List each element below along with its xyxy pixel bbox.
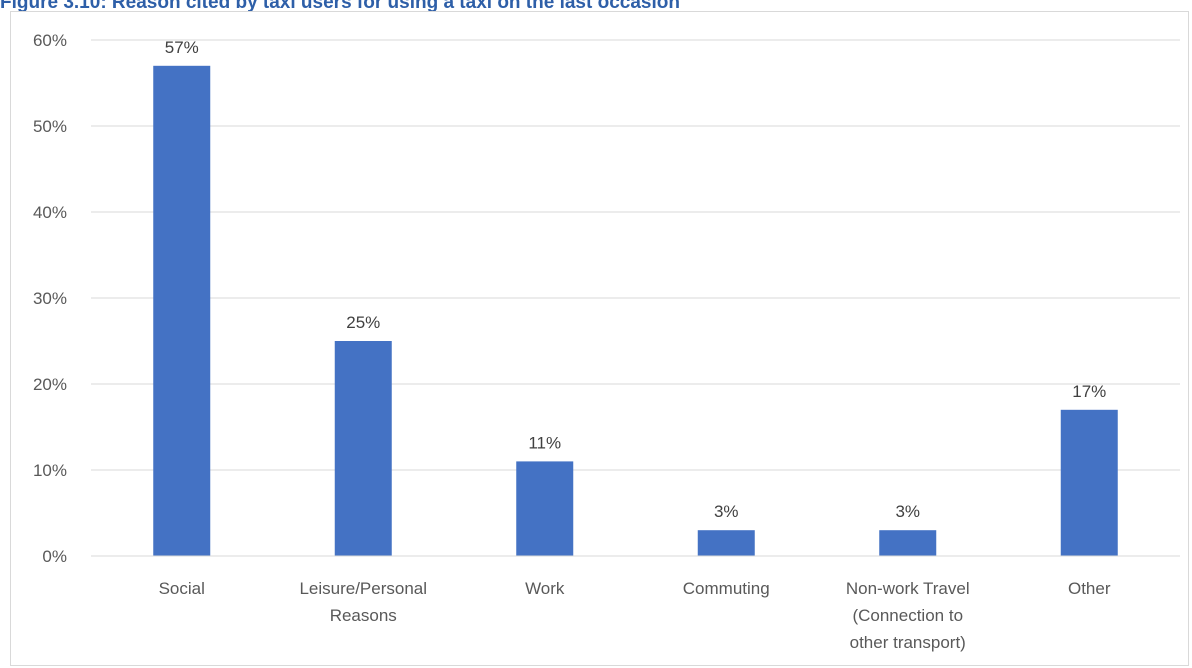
y-tick-label: 10% bbox=[33, 461, 67, 480]
data-label: 57% bbox=[165, 38, 199, 57]
y-tick-label: 0% bbox=[42, 547, 67, 566]
data-label: 17% bbox=[1072, 382, 1106, 401]
y-tick-label: 40% bbox=[33, 203, 67, 222]
bar bbox=[697, 530, 755, 556]
chart-frame bbox=[10, 11, 1189, 666]
y-tick-label: 20% bbox=[33, 375, 67, 394]
x-tick-label: Non-work Travel bbox=[846, 579, 970, 598]
data-label: 11% bbox=[528, 433, 561, 452]
bar bbox=[516, 461, 574, 556]
data-label: 25% bbox=[346, 313, 380, 332]
figure-title: Figure 3.10: Reason cited by taxi users … bbox=[0, 0, 680, 13]
x-tick-label: Social bbox=[159, 579, 205, 598]
bar bbox=[879, 530, 937, 556]
y-tick-label: 60% bbox=[33, 31, 67, 50]
y-tick-label: 50% bbox=[33, 117, 67, 136]
x-tick-label: (Connection to bbox=[852, 606, 963, 625]
x-tick-label: Work bbox=[525, 579, 565, 598]
data-label: 3% bbox=[895, 502, 920, 521]
x-tick-label: other transport) bbox=[850, 633, 966, 652]
x-tick-label: Other bbox=[1068, 579, 1111, 598]
x-tick-label: Leisure/Personal bbox=[299, 579, 427, 598]
x-tick-label: Reasons bbox=[330, 606, 397, 625]
x-tick-label: Commuting bbox=[683, 579, 770, 598]
y-tick-label: 30% bbox=[33, 289, 67, 308]
data-label: 3% bbox=[714, 502, 739, 521]
bar bbox=[334, 341, 392, 556]
bar bbox=[1060, 409, 1118, 556]
bar bbox=[153, 65, 211, 557]
